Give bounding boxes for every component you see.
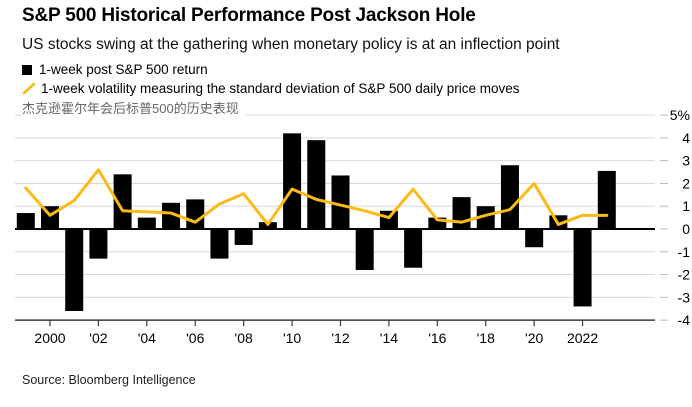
line-series-marker-icon: [22, 82, 36, 95]
x-tick-label: '14: [380, 330, 398, 346]
bar-2013: [355, 229, 374, 270]
y-tick-label: 0: [682, 221, 690, 237]
bar-1999: [16, 213, 35, 229]
y-tick-label: 1: [682, 198, 690, 214]
x-tick-label: 2000: [34, 330, 65, 346]
y-tick-label: -3: [678, 289, 691, 305]
y-tick-label: -1: [678, 244, 691, 260]
bar-2011: [307, 140, 326, 229]
bar-2008: [234, 229, 253, 245]
bar-line-chart: 5% 4 3 2 1 0 -1 -2 -3 -4 2000 '02 '04 '06 '08 '10 '12 '14…: [15, 107, 691, 346]
volatility-line: [24, 168, 609, 226]
bar-2019: [500, 165, 519, 229]
x-tick-label: '08: [235, 330, 253, 346]
y-tick-label: 5%: [670, 107, 690, 123]
y-tick-label: -4: [678, 312, 691, 328]
legend: 1-week post S&P 500 return 1-week volati…: [22, 60, 520, 98]
y-tick-label: -2: [678, 267, 691, 283]
legend-item-return: 1-week post S&P 500 return: [22, 60, 520, 79]
legend-label-volatility: 1-week volatility measuring the standard…: [41, 81, 520, 96]
bar-2017: [452, 197, 471, 229]
x-tick-label: '16: [428, 330, 446, 346]
bar-2005: [162, 202, 181, 229]
caption-chinese: 杰克逊霍尔年会后标普500的历史表现: [22, 98, 245, 117]
x-tick-label: '04: [138, 330, 156, 346]
bar-2012: [331, 175, 350, 229]
x-tick-label: '18: [477, 330, 495, 346]
bar-2016: [428, 217, 447, 229]
bar-2014: [379, 210, 398, 229]
bar-2002: [89, 229, 108, 259]
bar-2001: [65, 229, 84, 311]
bar-2018: [476, 206, 495, 229]
bar-2004: [137, 217, 156, 229]
bar-2010: [283, 133, 302, 229]
bar-2007: [210, 229, 229, 259]
bar-2006: [186, 199, 205, 229]
legend-label-return: 1-week post S&P 500 return: [39, 62, 208, 77]
bar-2022: [573, 229, 592, 307]
source-note: Source: Bloomberg Intelligence: [22, 373, 196, 387]
y-tick-label: 3: [682, 153, 690, 169]
bar-series-marker-icon: [22, 64, 32, 75]
chart-title: S&P 500 Historical Performance Post Jack…: [22, 5, 476, 26]
x-tick-label: '06: [186, 330, 204, 346]
y-tick-label: 4: [682, 130, 690, 146]
bar-2003: [113, 174, 132, 229]
bar-2020: [525, 229, 544, 248]
x-tick-label: 2022: [567, 330, 598, 346]
x-tick-label: '10: [283, 330, 301, 346]
x-tick-label: '20: [525, 330, 543, 346]
bar-2015: [404, 229, 423, 268]
legend-item-volatility: 1-week volatility measuring the standard…: [22, 79, 520, 98]
x-tick-label: '12: [331, 330, 349, 346]
x-tick-label: '02: [89, 330, 107, 346]
chart-subtitle: US stocks swing at the gathering when mo…: [22, 36, 560, 53]
bar-2023: [597, 170, 616, 229]
y-tick-label: 2: [682, 175, 690, 191]
